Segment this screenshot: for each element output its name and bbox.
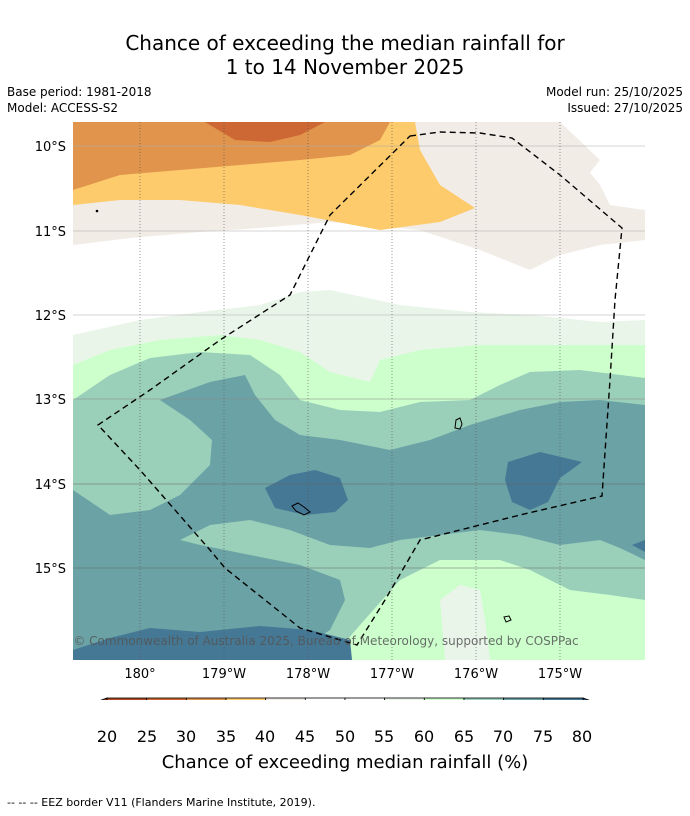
eez-footnote: -- -- -- EEZ border V11 (Flanders Marine… (7, 796, 316, 809)
colorbar-swatch (463, 697, 505, 700)
lat-label: 14°S (35, 478, 66, 493)
issued-date: Issued: 27/10/2025 (567, 101, 683, 115)
lon-label: 176°W (454, 667, 498, 682)
colorbar-swatch (225, 697, 267, 700)
base-period: Base period: 1981-2018 (7, 85, 152, 99)
colorbar-label: 60 (413, 727, 435, 746)
contour-75-80-southwest (73, 626, 352, 660)
lon-label: 175°W (538, 667, 582, 682)
lat-label: 11°S (35, 225, 66, 240)
longitude-labels: 180° 179°W 178°W 177°W 176°W 175°W (124, 667, 582, 682)
title-line-2: 1 to 14 November 2025 (225, 55, 465, 79)
colorbar-swatch (542, 697, 584, 700)
lat-label: 10°S (35, 140, 66, 155)
colorbar-title: Chance of exceeding median rainfall (%) (161, 752, 529, 773)
lat-label: 15°S (35, 562, 66, 577)
colorbar-label: 55 (373, 727, 395, 746)
colorbar-swatch (146, 697, 187, 700)
colorbar-label: 70 (492, 727, 514, 746)
colorbar-swatch (185, 697, 227, 700)
colorbar-swatch (106, 697, 148, 700)
rainfall-field (73, 122, 645, 660)
title-line-1: Chance of exceeding the median rainfall … (125, 31, 565, 55)
contour-75-80-east (505, 452, 582, 510)
lon-label: 180° (124, 667, 155, 682)
colorbar-label: 45 (294, 727, 316, 746)
contour-30-35 (73, 122, 390, 190)
colorbar-label: 25 (136, 727, 158, 746)
colorbar-swatch (423, 697, 465, 700)
island-1 (454, 417, 463, 430)
colorbar-label: 40 (254, 727, 276, 746)
island-3 (503, 615, 512, 623)
colorbar-label: 30 (175, 727, 197, 746)
colorbar-swatch (304, 697, 346, 700)
lon-label: 177°W (370, 667, 414, 682)
islands (95, 209, 512, 623)
colorbar-label: 75 (532, 727, 554, 746)
contour-25-30 (205, 122, 325, 142)
model-run: Model run: 25/10/2025 (545, 85, 683, 99)
colorbar-label: 65 (453, 727, 475, 746)
colorbar-label: 35 (215, 727, 237, 746)
contour-45-50-east (415, 122, 600, 215)
colorbar-swatch (344, 697, 386, 700)
colorbar-over-arrow (582, 697, 590, 700)
contour-55-60-south (440, 585, 490, 660)
contour-75-80-center (265, 470, 348, 515)
contour-60-65-south (360, 565, 645, 660)
island-4 (95, 209, 99, 213)
contour-70-75 (73, 375, 645, 660)
latitude-labels: 10°S 11°S 12°S 13°S 14°S 15°S (35, 140, 66, 577)
map-figure: © Commonwealth of Australia 2025, Bureau… (35, 122, 645, 700)
map-attribution: © Commonwealth of Australia 2025, Bureau… (73, 634, 578, 648)
lon-label: 179°W (202, 667, 246, 682)
lat-label: 13°S (35, 393, 66, 408)
lon-label: 178°W (286, 667, 330, 682)
colorbar (100, 697, 590, 700)
colorbar-swatch (265, 697, 306, 700)
island-2 (291, 502, 311, 516)
contour-75-80-east-edge (632, 540, 645, 552)
lat-label: 12°S (35, 309, 66, 324)
colorbar-label: 50 (334, 727, 356, 746)
colorbar-swatch (384, 697, 425, 700)
colorbar-swatch (503, 697, 544, 700)
map-gridlines (73, 122, 645, 660)
model-name: Model: ACCESS-S2 (7, 101, 119, 115)
eez-border (96, 131, 623, 646)
colorbar-label: 80 (571, 727, 593, 746)
colorbar-label: 20 (96, 727, 118, 746)
colorbar-under-arrow (100, 697, 108, 700)
